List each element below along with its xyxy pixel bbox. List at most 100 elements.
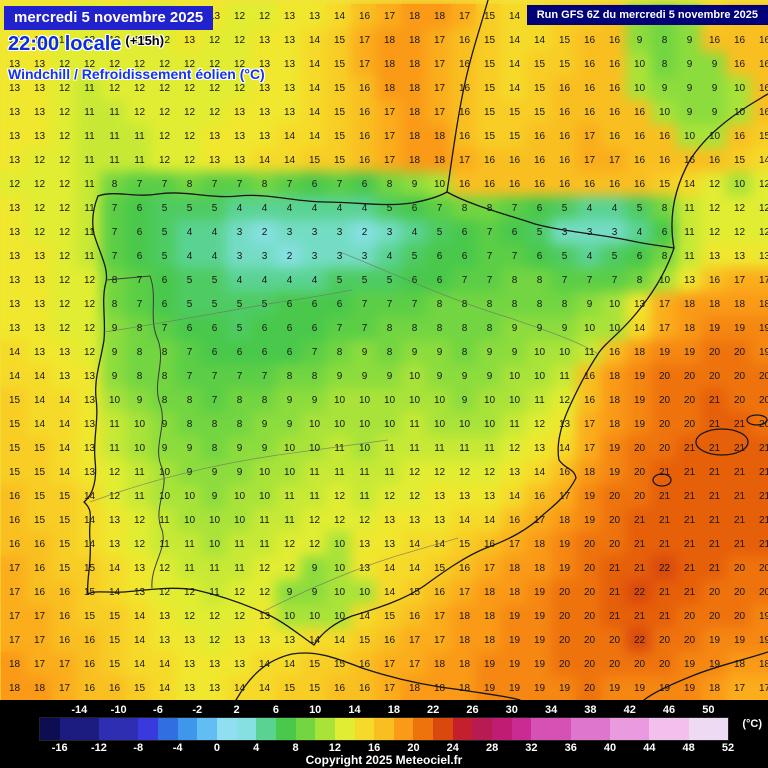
grid-value: 20 (583, 635, 596, 646)
grid-value: 4 (261, 203, 268, 214)
colorbar-segment (452, 718, 473, 740)
grid-value: 4 (236, 203, 243, 214)
grid-value: 13 (383, 515, 396, 526)
grid-value: 16 (708, 155, 721, 166)
grid-value: 16 (358, 131, 371, 142)
grid-value: 3 (561, 227, 568, 238)
grid-value: 6 (161, 275, 168, 286)
grid-value: 10 (308, 611, 321, 622)
colorbar-tick-label: 18 (387, 704, 400, 716)
grid-value: 19 (708, 323, 721, 334)
grid-value: 12 (758, 203, 768, 214)
grid-value: 17 (433, 611, 446, 622)
grid-value: 15 (533, 83, 546, 94)
grid-value: 13 (33, 107, 46, 118)
grid-value: 9 (711, 107, 718, 118)
grid-value: 10 (483, 419, 496, 430)
grid-value: 10 (733, 83, 746, 94)
grid-value: 12 (133, 107, 146, 118)
grid-value: 17 (758, 275, 768, 286)
grid-value: 11 (309, 467, 320, 478)
grid-value: 14 (308, 107, 321, 118)
grid-value: 7 (336, 179, 343, 190)
grid-value: 15 (508, 131, 521, 142)
grid-value: 20 (558, 635, 571, 646)
grid-value: 11 (109, 131, 120, 142)
colorbar-segment (118, 718, 139, 740)
grid-value: 13 (258, 635, 271, 646)
grid-value: 19 (758, 347, 768, 358)
grid-value: 8 (561, 299, 568, 310)
grid-value: 12 (258, 563, 271, 574)
grid-value: 11 (684, 251, 695, 262)
grid-value: 12 (133, 515, 146, 526)
grid-value: 14 (533, 35, 546, 46)
grid-value: 10 (358, 419, 371, 430)
grid-value: 16 (458, 179, 471, 190)
grid-value: 14 (333, 11, 346, 22)
grid-value: 12 (383, 491, 396, 502)
grid-value: 14 (33, 395, 46, 406)
grid-value: 9 (636, 35, 643, 46)
grid-value: 16 (33, 587, 46, 598)
grid-value: 16 (708, 35, 721, 46)
colorbar-segment (236, 718, 257, 740)
grid-value: 13 (8, 83, 21, 94)
colorbar-segment (354, 718, 375, 740)
grid-value: 16 (483, 539, 496, 550)
grid-value: 4 (411, 227, 418, 238)
grid-value: 11 (184, 539, 195, 550)
grid-value: 17 (33, 659, 46, 670)
grid-value: 11 (259, 515, 270, 526)
grid-value: 11 (334, 467, 345, 478)
grid-value: 15 (33, 443, 46, 454)
grid-value: 8 (436, 323, 443, 334)
grid-value: 15 (58, 563, 71, 574)
grid-value: 9 (286, 395, 293, 406)
grid-value: 12 (58, 155, 71, 166)
grid-value: 16 (458, 131, 471, 142)
grid-value: 18 (608, 419, 621, 430)
colorbar-tick-label: 22 (427, 704, 440, 716)
grid-value: 18 (458, 683, 471, 694)
grid-value: 11 (134, 131, 145, 142)
colorbar-tick-label: -2 (192, 704, 203, 716)
grid-value: 7 (336, 323, 343, 334)
grid-value: 8 (486, 203, 493, 214)
grid-value: 19 (533, 635, 546, 646)
grid-value: 6 (186, 323, 193, 334)
grid-value: 10 (608, 323, 621, 334)
grid-value: 18 (408, 683, 421, 694)
grid-value: 13 (258, 107, 271, 118)
grid-value: 7 (161, 323, 168, 334)
colorbar-tick-label: 10 (309, 704, 322, 716)
colorbar-tick-label: 26 (466, 704, 479, 716)
grid-value: 13 (8, 251, 21, 262)
grid-value: 12 (58, 251, 71, 262)
colorbar-segment (629, 718, 650, 740)
grid-value: 14 (508, 491, 521, 502)
grid-value: 12 (283, 563, 296, 574)
grid-value: 11 (384, 443, 395, 454)
grid-value: 6 (286, 299, 293, 310)
grid-value: 10 (608, 299, 621, 310)
grid-value: 12 (708, 179, 721, 190)
grid-value: 8 (636, 275, 643, 286)
grid-value: 10 (158, 467, 171, 478)
grid-value: 9 (111, 323, 118, 334)
grid-value: 6 (361, 179, 368, 190)
grid-value: 4 (211, 251, 218, 262)
grid-value: 3 (586, 227, 593, 238)
grid-value: 9 (686, 107, 693, 118)
grid-value: 18 (758, 299, 768, 310)
grid-value: 5 (611, 251, 618, 262)
valid-time: 22:00 locale (+15h) (8, 33, 164, 56)
grid-value: 20 (583, 539, 596, 550)
grid-value: 20 (683, 419, 696, 430)
grid-value: 12 (33, 155, 46, 166)
grid-value: 16 (558, 107, 571, 118)
grid-value: 19 (508, 659, 521, 670)
grid-value: 9 (511, 323, 518, 334)
grid-value: 12 (408, 491, 421, 502)
colorbar-segment (433, 718, 453, 740)
